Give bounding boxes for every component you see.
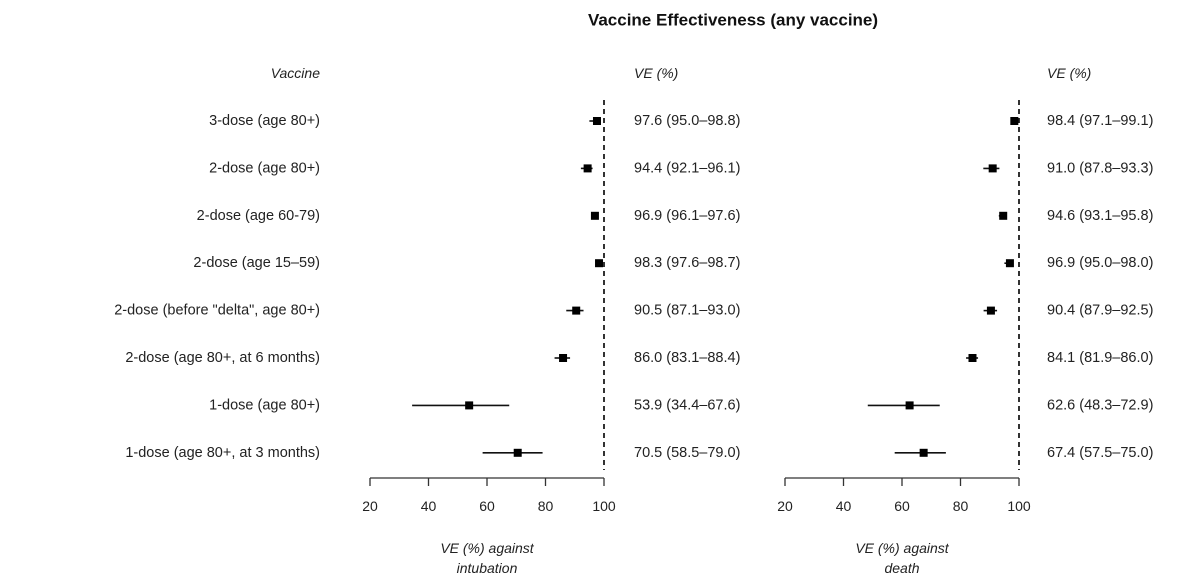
ve-value-label: 90.4 (87.9–92.5) xyxy=(1047,303,1153,319)
x-axis-label-intubation-line2: intubation xyxy=(457,560,518,576)
point-estimate-marker xyxy=(513,448,522,457)
panel-intubation: 20 40 60 80 100 97.6 (95.0–98.8) 94.4 (92.1–96… xyxy=(362,100,740,514)
ve-value-label: 98.3 (97.6–98.7) xyxy=(634,255,740,271)
ve-value-label: 96.9 (95.0–98.0) xyxy=(1047,255,1153,271)
point-estimate-marker xyxy=(988,164,997,173)
row-label: 1-dose (age 80+, at 3 months) xyxy=(125,445,320,461)
row-labels: 3-dose (age 80+) 2-dose (age 80+) 2-dose (… xyxy=(114,113,320,461)
point-estimate-marker xyxy=(968,354,977,362)
point-estimate-marker xyxy=(590,211,599,220)
ve-value-label: 97.6 (95.0–98.8) xyxy=(634,113,740,129)
row-label: 3-dose (age 80+) xyxy=(209,113,320,129)
x-tick-label: 20 xyxy=(362,498,378,514)
point-estimate-marker xyxy=(905,401,914,410)
ve-value-label: 94.4 (92.1–96.1) xyxy=(634,160,740,176)
x-tick-label: 100 xyxy=(1007,498,1031,514)
x-tick-label: 100 xyxy=(592,498,616,514)
x-axis-label-death-line2: death xyxy=(884,560,919,576)
ve-value-label: 62.6 (48.3–72.9) xyxy=(1047,397,1153,413)
value-header-death: VE (%) xyxy=(1047,65,1091,81)
point-estimate-marker xyxy=(1010,117,1019,125)
row-label: 2-dose (age 15–59) xyxy=(193,255,320,271)
point-estimate-marker xyxy=(559,354,568,362)
row-label: 2-dose (before "delta", age 80+) xyxy=(114,303,320,319)
x-tick-label: 20 xyxy=(777,498,793,514)
row-label: 2-dose (age 80+, at 6 months) xyxy=(125,350,320,366)
ve-value-label: 94.6 (93.1–95.8) xyxy=(1047,208,1153,224)
ve-value-label: 86.0 (83.1–88.4) xyxy=(634,350,740,366)
point-estimate-marker xyxy=(986,306,995,315)
x-tick-label: 40 xyxy=(421,498,437,514)
value-header-intubation: VE (%) xyxy=(634,65,678,81)
point-estimate-marker xyxy=(595,259,604,268)
x-axis-label-death-line1: VE (%) against xyxy=(855,540,949,556)
point-estimate-marker xyxy=(1005,259,1014,268)
row-label: 1-dose (age 80+) xyxy=(209,397,320,413)
point-estimate-marker xyxy=(592,117,601,125)
row-label: 2-dose (age 80+) xyxy=(209,160,320,176)
chart-title: Vaccine Effectiveness (any vaccine) xyxy=(588,11,878,30)
category-header: Vaccine xyxy=(271,65,321,81)
ve-value-label: 91.0 (87.8–93.3) xyxy=(1047,160,1153,176)
ve-value-label: 67.4 (57.5–75.0) xyxy=(1047,445,1153,461)
x-tick-label: 60 xyxy=(479,498,495,514)
ve-value-label: 53.9 (34.4–67.6) xyxy=(634,397,740,413)
ve-value-label: 96.9 (96.1–97.6) xyxy=(634,208,740,224)
x-tick-label: 60 xyxy=(894,498,910,514)
point-estimate-marker xyxy=(919,448,928,457)
row-label: 2-dose (age 60-79) xyxy=(197,208,320,224)
point-estimate-marker xyxy=(572,306,581,315)
ve-value-label: 98.4 (97.1–99.1) xyxy=(1047,113,1153,129)
point-estimate-marker xyxy=(583,164,592,173)
point-estimate-marker xyxy=(465,401,474,410)
ve-value-label: 70.5 (58.5–79.0) xyxy=(634,445,740,461)
panel-death: 20 40 60 80 100 98.4 (97.1–99.1) 91.0 (87.8–93… xyxy=(777,100,1153,514)
x-tick-label: 80 xyxy=(953,498,969,514)
ve-value-label: 90.5 (87.1–93.0) xyxy=(634,303,740,319)
ve-value-label: 84.1 (81.9–86.0) xyxy=(1047,350,1153,366)
x-tick-label: 80 xyxy=(538,498,554,514)
x-tick-label: 40 xyxy=(836,498,852,514)
point-estimate-marker xyxy=(999,211,1008,220)
x-axis-label-intubation-line1: VE (%) against xyxy=(440,540,534,556)
